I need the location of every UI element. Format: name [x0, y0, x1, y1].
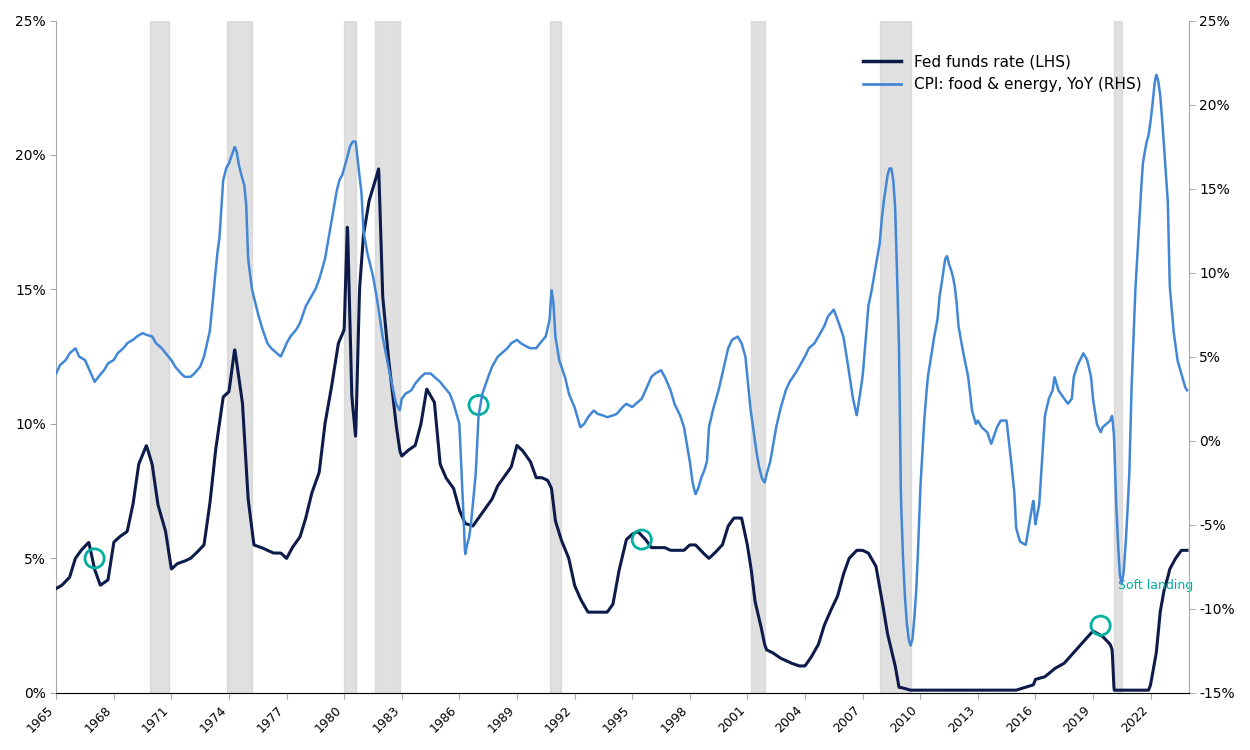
Bar [751, 20, 765, 693]
Legend: Fed funds rate (LHS), CPI: food & energy, YoY (RHS): Fed funds rate (LHS), CPI: food & energy… [858, 48, 1148, 98]
Bar [344, 20, 356, 693]
Bar [228, 20, 253, 693]
Bar [375, 20, 400, 693]
Text: Soft landing: Soft landing [1118, 579, 1194, 592]
Bar [880, 20, 910, 693]
Bar [150, 20, 170, 693]
Bar [1114, 20, 1121, 693]
Bar [550, 20, 561, 693]
